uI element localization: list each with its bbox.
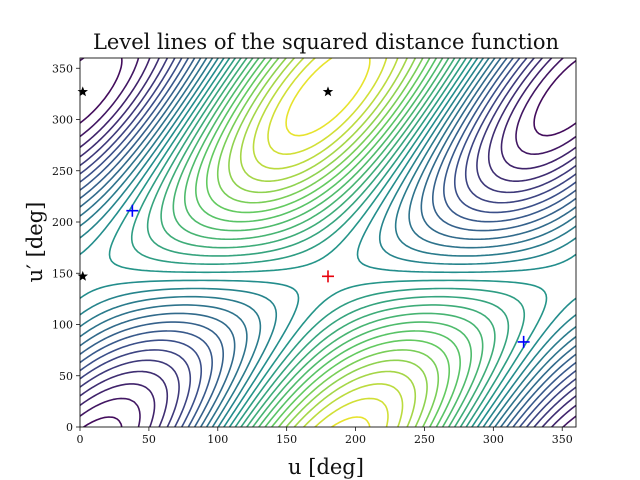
contour-level-21 xyxy=(195,58,461,427)
contour-level-4 xyxy=(80,58,576,427)
y-axis-label: u′ [deg] xyxy=(23,202,47,283)
maximum-marker xyxy=(322,270,334,283)
saddle-marker-2 xyxy=(77,86,88,97)
contour-level-9 xyxy=(80,58,576,427)
x-axis-label: u [deg] xyxy=(288,455,364,479)
x-tick-label: 200 xyxy=(345,433,366,446)
saddle-marker-3 xyxy=(77,270,88,281)
contour-level-18 xyxy=(160,58,496,427)
x-axis: 0 50 100 150 200 250 300 350 xyxy=(77,427,573,446)
saddle-marker-1 xyxy=(322,86,334,97)
y-axis: 0 50 100 150 200 250 300 350 xyxy=(52,62,80,434)
plot-frame xyxy=(79,57,577,428)
contour-level-26 xyxy=(252,58,404,427)
contour-level-8 xyxy=(80,58,576,427)
y-tick-label: 100 xyxy=(52,319,73,332)
contour-level-12 xyxy=(80,58,576,427)
contour-level-23 xyxy=(216,58,440,427)
y-tick-label: 150 xyxy=(52,267,73,280)
contour-level-5 xyxy=(80,58,576,427)
contour-level-22 xyxy=(205,58,451,427)
y-tick-label: 50 xyxy=(59,370,73,383)
critical-point-markers xyxy=(77,86,530,348)
minimum-marker-1 xyxy=(126,204,139,217)
x-tick-label: 350 xyxy=(552,433,573,446)
contour-level-16 xyxy=(130,58,526,427)
contour-lines xyxy=(80,58,576,427)
contour-level-11 xyxy=(80,58,576,427)
x-tick-label: 250 xyxy=(414,433,435,446)
y-tick-label: 250 xyxy=(52,165,73,178)
y-tick-label: 300 xyxy=(52,114,73,127)
contour-level-3 xyxy=(80,58,576,427)
minimum-marker-2 xyxy=(517,335,530,348)
contour-level-19 xyxy=(172,58,484,427)
y-tick-label: 350 xyxy=(52,62,73,75)
contour-level-10 xyxy=(80,58,576,427)
contour-level-13 xyxy=(80,58,576,427)
contour-level-27 xyxy=(267,58,389,427)
contour-level-20 xyxy=(183,58,473,427)
y-tick-label: 0 xyxy=(66,421,73,434)
x-tick-label: 150 xyxy=(276,433,297,446)
x-tick-label: 0 xyxy=(77,433,84,446)
chart-title: Level lines of the squared distance func… xyxy=(93,30,559,54)
y-tick-label: 200 xyxy=(52,216,73,229)
x-tick-label: 300 xyxy=(483,433,504,446)
contour-level-14 xyxy=(80,58,576,427)
contour-level-15 xyxy=(108,58,548,427)
x-tick-label: 50 xyxy=(142,433,156,446)
contour-level-24 xyxy=(228,58,428,427)
x-tick-label: 100 xyxy=(207,433,228,446)
contour-level-2 xyxy=(80,58,576,427)
contour-level-7 xyxy=(80,58,576,427)
